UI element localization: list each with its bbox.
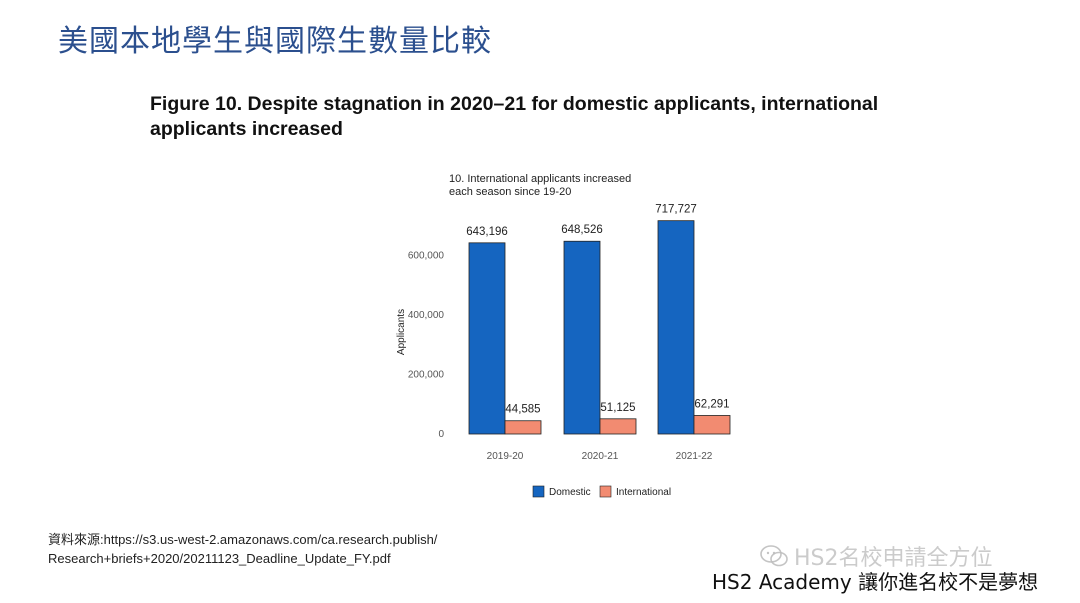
data-label-international-2020-21: 51,125: [600, 402, 635, 414]
data-label-international-2019-20: 44,585: [505, 404, 540, 416]
legend-label-domestic: Domestic: [549, 487, 591, 498]
legend-swatch-domestic: [532, 485, 545, 498]
chart-subtitle-line-1: 10. International applicants increased: [449, 173, 631, 185]
chart-subtitle-line-2: each season since 19-20: [449, 186, 571, 198]
y-tick-label: 600,000: [408, 251, 445, 262]
bar-domestic-2021-22: [657, 220, 695, 435]
data-label-international-2021-22: 62,291: [694, 398, 729, 410]
bar-international-2020-21: [599, 418, 637, 435]
watermark-text: HS2名校申請全方位: [794, 546, 993, 571]
figure-title-line-2: applicants increased: [150, 118, 343, 140]
source-line-2: Research+briefs+2020/20211123_Deadline_U…: [48, 551, 391, 566]
bar-domestic-2020-21: [563, 240, 601, 435]
tagline: HS2 Academy 讓你進名校不是夢想: [712, 570, 1039, 594]
data-label-domestic-2020-21: 648,526: [561, 224, 603, 236]
chart-legend: Domestic International: [532, 485, 671, 498]
x-tick-label: 2021-22: [676, 451, 713, 462]
page-title: 美國本地學生與國際生數量比較: [58, 24, 492, 59]
legend-swatch-international: [599, 485, 612, 498]
data-label-domestic-2019-20: 643,196: [466, 226, 508, 238]
bar-international-2019-20: [504, 420, 542, 435]
watermark: HS2名校申請全方位: [760, 540, 993, 572]
source-citation: 資料來源:https://s3.us-west-2.amazonaws.com/…: [48, 530, 568, 568]
bar-international-2021-22: [693, 415, 731, 435]
source-line-1: 資料來源:https://s3.us-west-2.amazonaws.com/…: [48, 532, 438, 547]
bar-domestic-2019-20: [468, 242, 506, 435]
figure-title: Figure 10. Despite stagnation in 2020–21…: [150, 92, 980, 142]
data-label-domestic-2021-22: 717,727: [655, 204, 697, 216]
y-axis-title: Applicants: [396, 309, 407, 355]
legend-label-international: International: [616, 487, 671, 498]
y-tick-label: 0: [438, 429, 444, 440]
x-tick-label: 2019-20: [487, 451, 524, 462]
wechat-icon: [760, 545, 788, 567]
x-tick-label: 2020-21: [582, 451, 619, 462]
y-tick-label: 200,000: [408, 370, 445, 381]
y-tick-label: 400,000: [408, 310, 445, 321]
figure-title-line-1: Figure 10. Despite stagnation in 2020–21…: [150, 93, 879, 115]
bar-chart: 10. International applicants increased e…: [396, 173, 731, 498]
